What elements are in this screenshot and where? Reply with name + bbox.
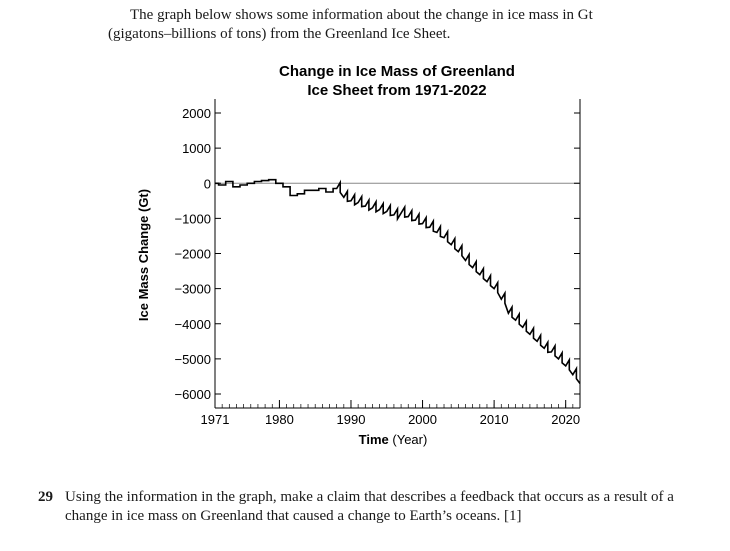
y-tick-label: −3000 [174,282,211,297]
y-tick-label: −4000 [174,317,211,332]
x-tick-label: 2000 [408,412,437,427]
intro-line-1: The graph below shows some information a… [130,7,593,23]
x-tick-label: 1971 [201,412,230,427]
y-tick-label: 2000 [182,106,211,121]
y-tick-label: −2000 [174,247,211,262]
x-tick-label: 2020 [551,412,580,427]
y-axis-label: Ice Mass Change (Gt) [136,189,151,321]
intro-line-2: (gigatons–billions of tons) from the Gre… [108,26,451,42]
question-text: Using the information in the graph, make… [65,489,674,524]
plot-area [215,99,580,405]
x-axis-label-unit: (Year) [389,432,428,447]
question-number: 29 [38,489,53,505]
y-tick-label: −5000 [174,352,211,367]
x-tick-label: 1990 [337,412,366,427]
chart-subtitle: Ice Sheet from 1971-2022 [307,82,486,99]
x-tick-label: 1980 [265,412,294,427]
y-tick-label: 1000 [182,141,211,156]
chart-title: Change in Ice Mass of Greenland [279,63,515,80]
ice-mass-series-line [215,178,581,384]
x-axis-label: Time (Year) [359,432,428,447]
x-axis-label-main: Time [359,432,389,447]
y-tick-label: −6000 [174,387,211,402]
x-tick-label: 2010 [480,412,509,427]
ice-mass-chart: Change in Ice Mass of Greenland Ice Shee… [136,63,581,447]
y-tick-label: −1000 [174,211,211,226]
y-tick-label: 0 [204,176,211,191]
